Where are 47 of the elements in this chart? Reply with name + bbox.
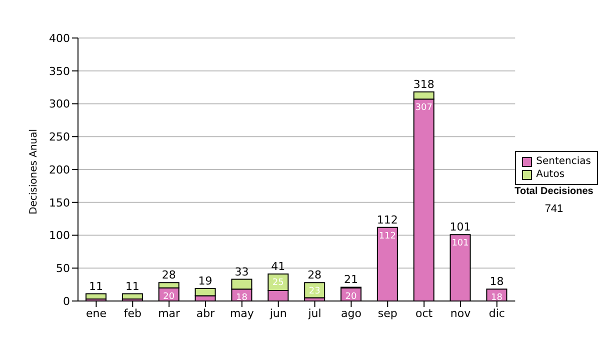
y-tick-label: 150 <box>49 196 70 210</box>
total-label: 33 <box>234 265 249 278</box>
x-tick-label: jul <box>307 306 322 320</box>
x-tick-label: ago <box>340 306 362 320</box>
annotation: Total Decisiones <box>514 186 594 197</box>
total-label: 101 <box>450 220 471 234</box>
total-label: 41 <box>271 260 286 274</box>
total-label: 11 <box>125 280 140 293</box>
y-tick-label: 50 <box>56 262 70 276</box>
y-tick-label: 300 <box>49 98 70 111</box>
total-label: 28 <box>308 268 322 282</box>
x-tick-label: nov <box>450 306 472 320</box>
legend-label: Sentencias <box>536 155 591 168</box>
total-label: 318 <box>413 78 434 91</box>
x-tick-label: dic <box>488 306 505 320</box>
y-tick-label: 200 <box>49 163 70 176</box>
data-label: 18 <box>236 293 248 304</box>
x-tick-label: ene <box>86 306 107 320</box>
x-tick-label: sep <box>378 306 398 320</box>
total-label: 28 <box>162 268 176 282</box>
data-label: 101 <box>452 238 469 249</box>
y-tick-label: 350 <box>49 64 70 78</box>
data-label: 18 <box>490 293 503 304</box>
y-tick-label: 400 <box>49 32 70 45</box>
x-tick-label: may <box>230 306 254 320</box>
data-label: 307 <box>415 103 432 114</box>
total-label: 18 <box>490 275 504 288</box>
y-tick-label: 0 <box>63 294 70 308</box>
x-tick-label: abr <box>196 306 216 320</box>
data-label: 20 <box>345 292 358 302</box>
total-label: 11 <box>89 280 104 293</box>
y-tick-label: 100 <box>49 229 70 242</box>
data-label: 23 <box>308 286 320 297</box>
y-tick-label: 250 <box>49 130 70 144</box>
legend-label: Autos <box>536 168 565 181</box>
x-tick-label: jun <box>268 306 287 320</box>
total-label: 21 <box>344 273 358 286</box>
data-label: 20 <box>163 292 175 302</box>
total-label: 19 <box>198 274 212 288</box>
data-label: 25 <box>272 278 284 288</box>
x-tick-label: oct <box>416 306 434 320</box>
total-label: 112 <box>376 213 398 226</box>
x-tick-label: feb <box>124 306 142 320</box>
x-tick-label: mar <box>158 306 181 320</box>
y-axis-title: Decisiones Anual <box>28 128 40 214</box>
data-label: 112 <box>378 231 396 242</box>
text: 741 <box>544 203 564 215</box>
